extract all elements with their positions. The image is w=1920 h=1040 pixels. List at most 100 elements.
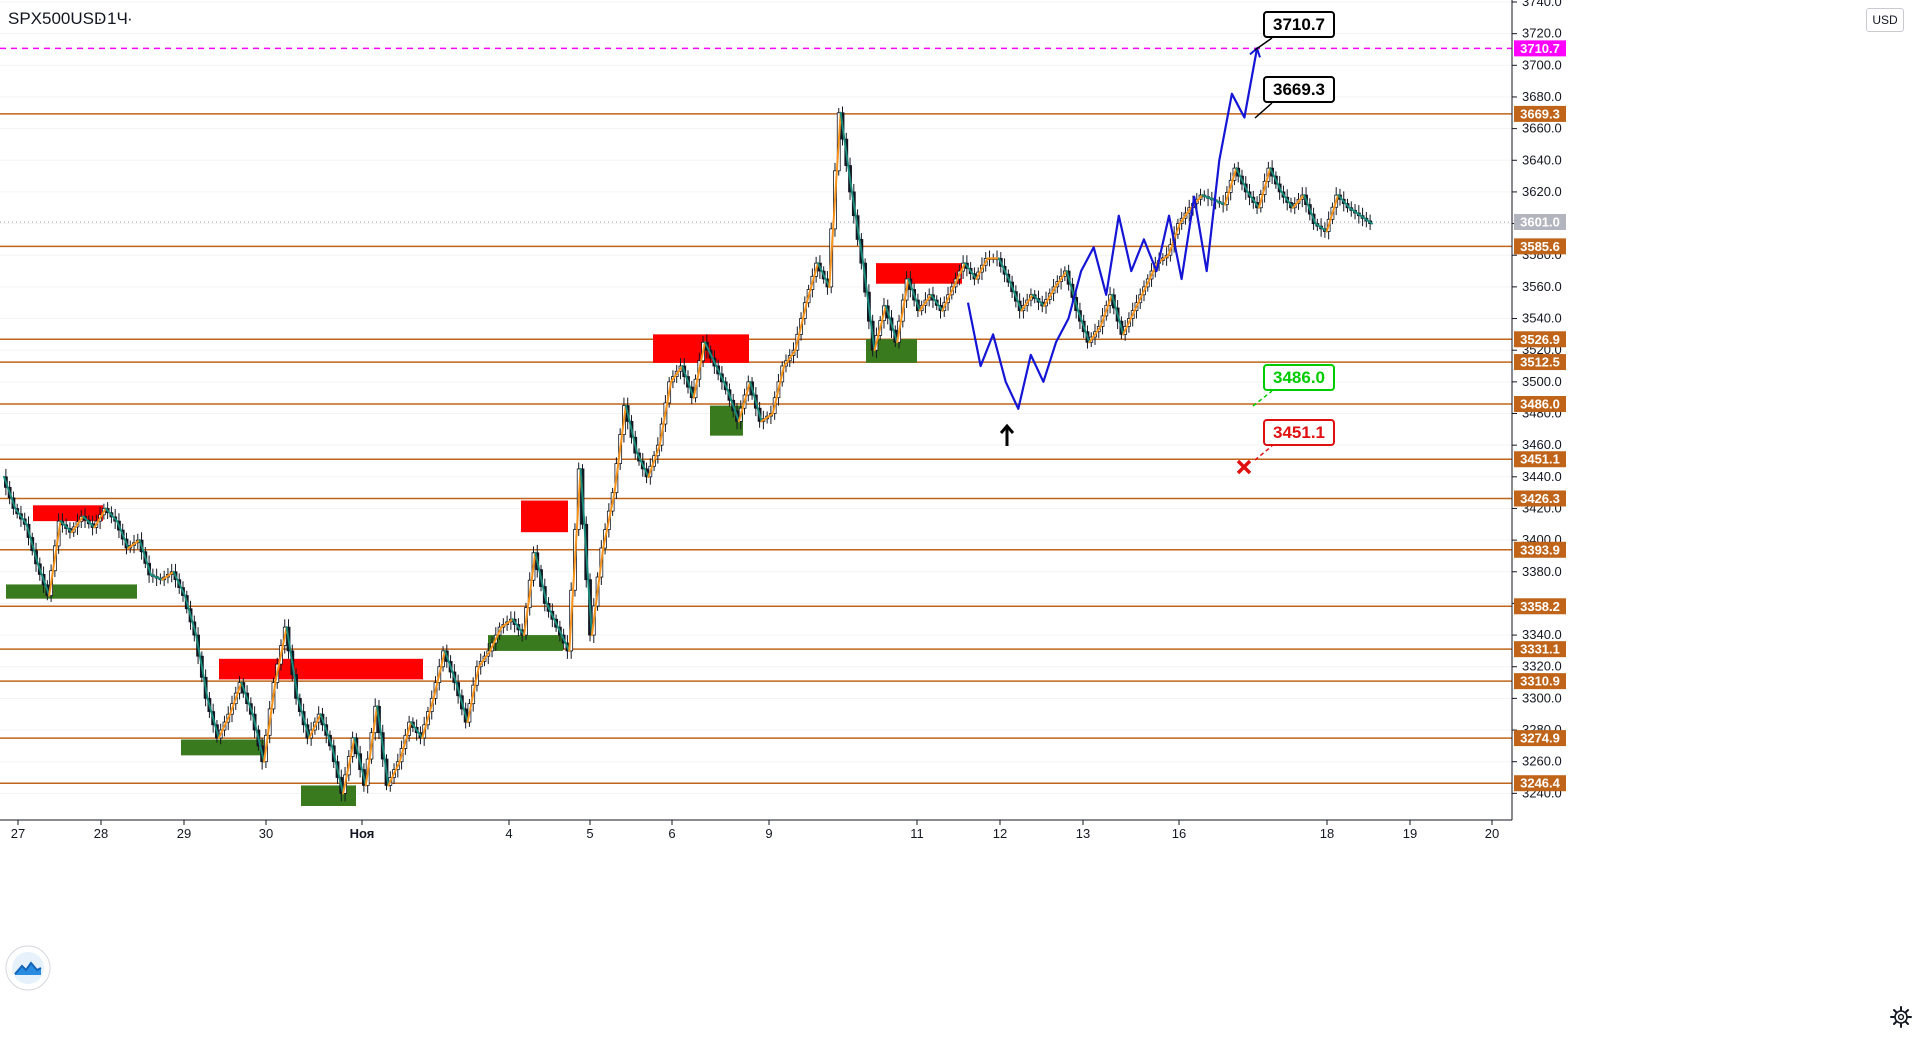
zigzag-down-leg: [376, 705, 390, 787]
zigzag-up-leg: [771, 365, 786, 415]
level-price-tag[interactable]: [1514, 730, 1566, 747]
zigzag-down-leg: [1031, 293, 1046, 307]
zigzag-up-leg: [1043, 285, 1057, 307]
zigzag-up-leg: [952, 262, 966, 288]
level-price-tag[interactable]: [1514, 541, 1566, 558]
callout-connector: [1254, 445, 1273, 461]
interval-label[interactable]: 1Ч: [107, 9, 128, 28]
level-price-tag-label: 3310.9: [1520, 674, 1560, 689]
logo-icon[interactable]: [4, 944, 52, 992]
zigzag-down-leg: [330, 744, 345, 795]
zigzag-down-leg: [715, 365, 729, 391]
zigzag-up-leg: [93, 507, 107, 529]
zigzag-up-leg: [613, 404, 627, 494]
zigzag-down-leg: [206, 697, 220, 739]
level-price-tag-label: 3512.5: [1520, 355, 1560, 370]
zigzag-up-leg: [896, 277, 910, 344]
zigzag-down-leg: [104, 507, 119, 523]
zigzag-down-leg: [930, 293, 944, 312]
zigzag-up-leg: [1099, 293, 1113, 328]
zigzag-down-leg: [681, 365, 695, 399]
zigzag-up-leg: [873, 304, 887, 352]
level-price-tag-label: 3451.1: [1520, 452, 1560, 467]
header-separator: ·: [97, 9, 103, 28]
price-tick-label: 3640.0: [1522, 152, 1562, 167]
zigzag-down-leg: [149, 573, 164, 581]
level-price-tag[interactable]: [1514, 775, 1566, 792]
zigzag-down-leg: [116, 520, 130, 550]
level-price-tag[interactable]: [1514, 238, 1566, 255]
zigzag-down-leg: [319, 713, 333, 747]
time-tick-label: 5: [586, 826, 593, 841]
zigzag-up-leg: [1122, 309, 1136, 336]
level-price-tag[interactable]: [1514, 451, 1566, 468]
target-price-tag[interactable]: [1514, 40, 1566, 57]
price-tick-label: 3340.0: [1522, 627, 1562, 642]
zigzag-down-leg: [1337, 194, 1351, 209]
price-axis-bg: [1512, 0, 1920, 1040]
zigzag-down-leg: [82, 515, 96, 529]
zigzag-up-leg: [602, 491, 616, 550]
zigzag-up-leg: [229, 681, 243, 716]
zigzag-up-leg: [1133, 285, 1147, 312]
level-price-tag-label: 3526.9: [1520, 332, 1560, 347]
demand-zone[interactable]: [488, 635, 563, 651]
level-price-tag[interactable]: [1514, 673, 1566, 690]
level-price-tag-label: 3585.6: [1520, 239, 1560, 254]
zigzag-down-leg: [183, 594, 198, 637]
level-price-tag-label: 3274.9: [1520, 731, 1560, 746]
level-price-tag[interactable]: [1514, 598, 1566, 615]
demand-zone[interactable]: [181, 739, 264, 756]
supply-zone[interactable]: [219, 658, 423, 680]
forecast-path[interactable]: [966, 48, 1259, 410]
callout-box[interactable]: [1263, 419, 1335, 446]
current-price-tag[interactable]: [1514, 213, 1566, 230]
level-price-tag-label: 3486.0: [1520, 397, 1560, 412]
demand-zone[interactable]: [6, 584, 137, 599]
time-tick-label: 28: [94, 826, 108, 841]
level-price-tag[interactable]: [1514, 105, 1566, 122]
time-tick-label: 4: [505, 826, 512, 841]
settings-icon[interactable]: [1888, 1004, 1914, 1030]
zigzag-down-leg: [1235, 167, 1249, 193]
zigzag-down-leg: [1110, 293, 1125, 336]
price-tick-label: 3260.0: [1522, 754, 1562, 769]
level-price-tag[interactable]: [1514, 354, 1566, 371]
zigzag-up-leg: [658, 380, 673, 447]
time-tick-label: 19: [1403, 826, 1417, 841]
level-price-tag-label: 3246.4: [1520, 776, 1561, 791]
level-price-tag[interactable]: [1514, 396, 1566, 413]
supply-zone[interactable]: [876, 263, 962, 284]
zigzag-up-leg: [670, 365, 684, 383]
symbol-title[interactable]: SPX500USD: [8, 9, 106, 28]
zigzag-down-leg: [172, 570, 186, 597]
zigzag-down-leg: [138, 539, 152, 576]
zigzag-up-leg: [48, 520, 62, 597]
zigzag-up-leg: [398, 721, 413, 763]
callout-box[interactable]: [1263, 11, 1335, 38]
callout-box[interactable]: [1263, 364, 1335, 391]
callout-label: 3710.7: [1273, 15, 1325, 34]
callout-box[interactable]: [1263, 76, 1335, 103]
price-tick-label: 3720.0: [1522, 26, 1562, 41]
currency-badge[interactable]: USD: [1866, 8, 1904, 32]
level-price-tag[interactable]: [1514, 331, 1566, 348]
zigzag-down-leg: [817, 262, 831, 288]
demand-zone[interactable]: [301, 785, 356, 807]
zigzag-down-leg: [703, 341, 718, 368]
time-tick-label: 13: [1076, 826, 1090, 841]
level-price-tag[interactable]: [1514, 490, 1566, 507]
zigzag-down-leg: [3, 475, 17, 510]
price-tick-label: 3700.0: [1522, 57, 1562, 72]
price-tick-label: 3440.0: [1522, 469, 1562, 484]
zigzag-down-leg: [1077, 309, 1091, 344]
x-mark-icon: [1236, 459, 1252, 475]
demand-zone[interactable]: [866, 339, 917, 363]
zigzag-down-leg: [545, 602, 559, 629]
level-price-tag[interactable]: [1514, 641, 1566, 658]
zigzag-down-leg: [1303, 194, 1317, 225]
supply-zone[interactable]: [521, 500, 568, 533]
level-price-tag-label: 3426.3: [1520, 491, 1560, 506]
